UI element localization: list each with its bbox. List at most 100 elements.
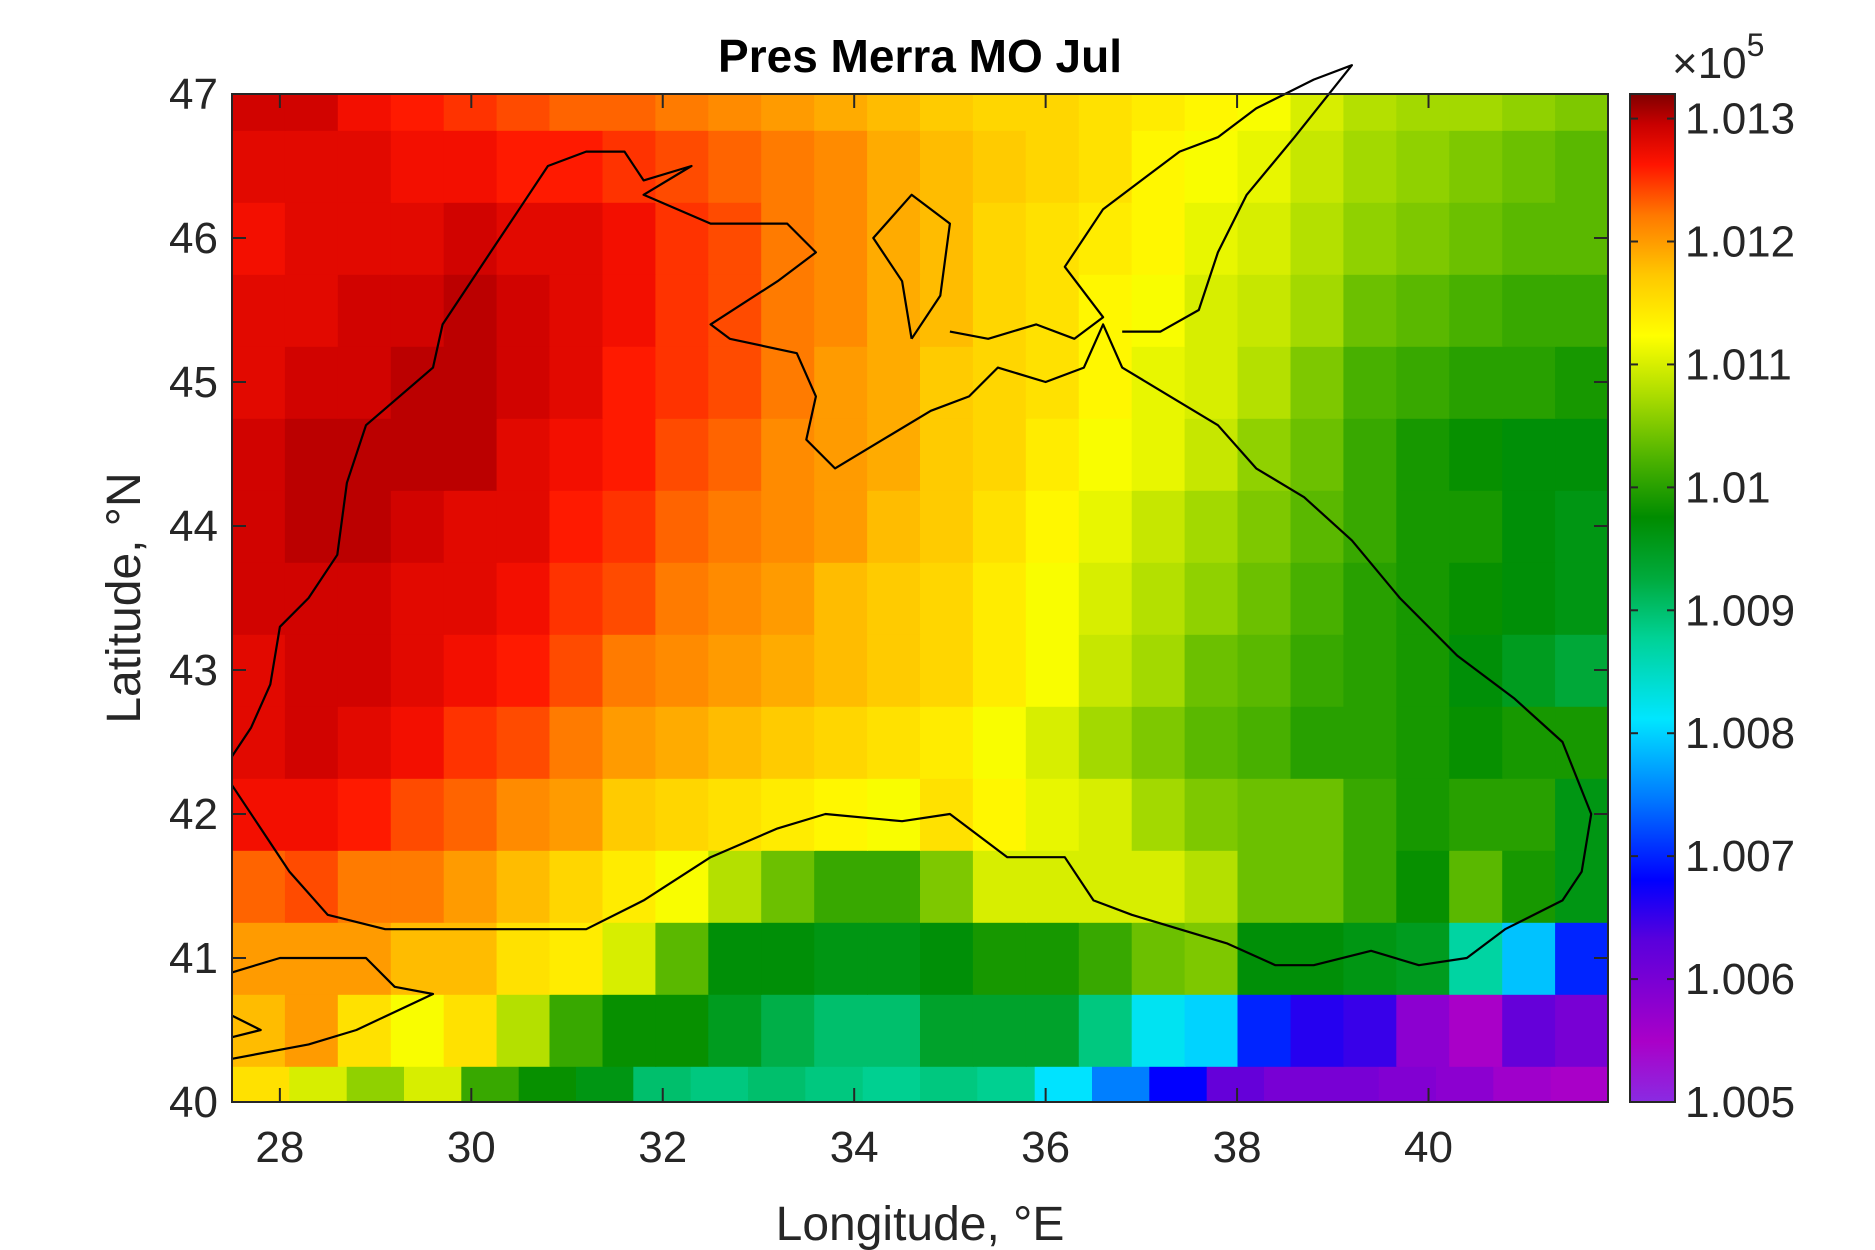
heatmap-cell — [1502, 562, 1556, 635]
heatmap-cell — [1321, 1066, 1380, 1103]
heatmap-cell — [1131, 94, 1186, 131]
heatmap-cell — [443, 202, 498, 275]
heatmap-cell — [602, 994, 657, 1067]
heatmap-cell — [1290, 130, 1345, 203]
heatmap-cell — [761, 922, 815, 995]
heatmap-cell — [346, 1066, 405, 1103]
heatmap-cell — [1555, 418, 1609, 491]
heatmap-cell — [1343, 94, 1398, 131]
heatmap-cell — [549, 490, 604, 563]
heatmap-cell — [1131, 202, 1186, 275]
heatmap-cell — [602, 562, 657, 635]
heatmap-cell — [549, 346, 604, 419]
heatmap-cell — [1025, 202, 1080, 275]
colorbar-tick-label: 1.007 — [1685, 832, 1795, 881]
heatmap-cell — [1343, 850, 1398, 923]
heatmap-cell — [1131, 634, 1186, 707]
heatmap-cell — [1025, 490, 1080, 563]
heatmap-cell — [443, 922, 498, 995]
heatmap-cell — [1025, 418, 1080, 491]
heatmap-cell — [1290, 274, 1345, 347]
heatmap-cell — [1078, 202, 1133, 275]
coastline-segment — [872, 193, 951, 340]
heatmap-cell — [655, 490, 710, 563]
heatmap-cell — [1396, 274, 1450, 347]
heatmap-cell — [920, 922, 974, 995]
heatmap-cell — [920, 994, 974, 1067]
coastline-segment — [231, 956, 435, 1060]
heatmap-cell — [690, 1066, 749, 1103]
heatmap-cell — [1237, 994, 1292, 1067]
heatmap-cell — [814, 490, 868, 563]
heatmap-cell — [1184, 850, 1239, 923]
heatmap-cell — [1396, 490, 1450, 563]
heatmap-cell — [1237, 634, 1292, 707]
heatmap-cell — [549, 706, 604, 779]
heatmap-cell — [867, 490, 921, 563]
heatmap-cell — [549, 850, 604, 923]
heatmap-cell — [920, 706, 974, 779]
heatmap-cell — [1078, 634, 1133, 707]
heatmap-cell — [708, 778, 762, 851]
heatmap-cell — [655, 778, 710, 851]
heatmap-cell — [1025, 850, 1080, 923]
y-axis-label: Latitude, °N — [98, 472, 151, 723]
heatmap-cell — [390, 94, 445, 131]
heatmap-cell — [390, 922, 445, 995]
heatmap-cell — [390, 202, 445, 275]
heatmap-cell — [1449, 850, 1503, 923]
heatmap-cell — [1237, 274, 1292, 347]
y-axis: 40 41 42 43 44 45 46 47 — [169, 70, 1608, 1127]
heatmap-cell — [1343, 346, 1398, 419]
heatmap-cell — [1025, 94, 1080, 131]
colorbar-tick-label: 1.005 — [1685, 1078, 1795, 1127]
heatmap-cell — [1502, 418, 1556, 491]
heatmap-cell — [1184, 346, 1239, 419]
heatmap-cell — [708, 274, 762, 347]
heatmap-cell — [496, 130, 551, 203]
heatmap-cell — [496, 994, 551, 1067]
heatmap-cell — [443, 418, 498, 491]
x-axis-label: Longitude, °E — [776, 1198, 1065, 1250]
heatmap-cell — [337, 130, 392, 203]
heatmap-cell — [602, 922, 657, 995]
heatmap-cell — [337, 706, 392, 779]
heatmap-cell — [1131, 418, 1186, 491]
heatmap-cell — [496, 490, 551, 563]
heatmap-cell — [1343, 490, 1398, 563]
heatmap-cell — [496, 346, 551, 419]
heatmap-cell — [1396, 130, 1450, 203]
heatmap-cell — [708, 418, 762, 491]
heatmap-cell — [1502, 706, 1556, 779]
heatmap-cell — [549, 274, 604, 347]
heatmap-cell — [1449, 562, 1503, 635]
heatmap-cell — [972, 418, 1027, 491]
heatmap-cell — [1184, 562, 1239, 635]
heatmap-cell — [443, 994, 498, 1067]
heatmap-cell — [496, 202, 551, 275]
heatmap-cell — [1502, 778, 1556, 851]
heatmap-cell — [284, 490, 339, 563]
heatmap-cell — [1555, 562, 1609, 635]
heatmap-cell — [602, 850, 657, 923]
heatmap-cell — [443, 346, 498, 419]
heatmap-cell — [1025, 778, 1080, 851]
heatmap-cell — [1493, 1066, 1552, 1103]
heatmap-cell — [1078, 706, 1133, 779]
heatmap-cell — [862, 1066, 921, 1103]
heatmap-cell — [977, 1066, 1036, 1103]
heatmap-cell — [748, 1066, 807, 1103]
heatmap-cell — [1550, 1066, 1609, 1103]
heatmap-cell — [1343, 274, 1398, 347]
heatmap-cell — [867, 94, 921, 131]
heatmap-cell — [1078, 562, 1133, 635]
y-tick-label: 45 — [169, 358, 218, 407]
heatmap-cell — [1502, 202, 1556, 275]
heatmap-cell — [708, 346, 762, 419]
heatmap-cell — [708, 850, 762, 923]
heatmap-cell — [1078, 778, 1133, 851]
heatmap-cell — [496, 562, 551, 635]
heatmap-cell — [1237, 130, 1292, 203]
heatmap-cell — [549, 922, 604, 995]
heatmap-cell — [1396, 994, 1450, 1067]
